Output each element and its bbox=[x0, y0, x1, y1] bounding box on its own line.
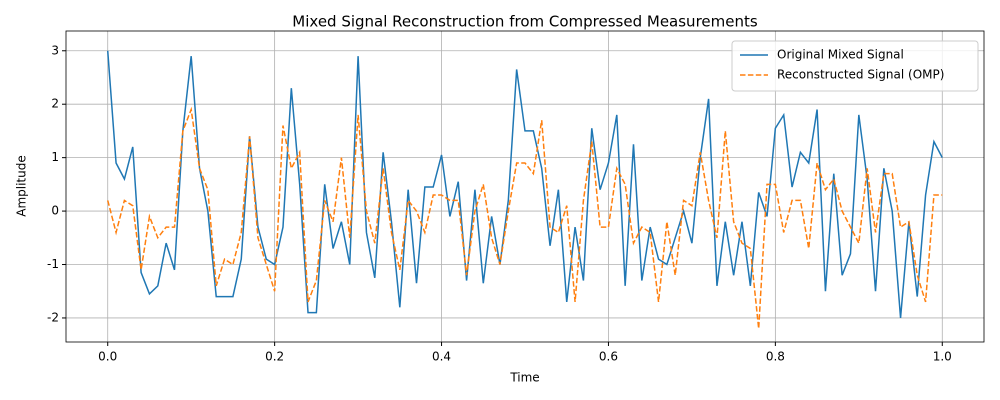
y-tick-label: 3 bbox=[51, 43, 59, 57]
y-tick-label: -2 bbox=[47, 310, 59, 324]
series-line bbox=[106, 50, 943, 319]
x-axis-label: Time bbox=[509, 371, 539, 385]
x-tick-label: 0.4 bbox=[432, 350, 451, 364]
y-tick-label: 2 bbox=[51, 97, 59, 111]
axes-frame bbox=[65, 30, 985, 343]
x-tick-label: 0.8 bbox=[766, 350, 785, 364]
x-tick-label: 0.0 bbox=[98, 350, 117, 364]
y-tick-label: -1 bbox=[47, 257, 59, 271]
legend-label: Reconstructed Signal (OMP) bbox=[777, 68, 944, 82]
y-axis-label: Amplitude bbox=[15, 155, 29, 217]
x-tick-label: 0.2 bbox=[265, 350, 284, 364]
y-tick-label: 1 bbox=[51, 150, 59, 164]
x-tick-label: 1.0 bbox=[933, 350, 952, 364]
x-tick-label: 0.6 bbox=[599, 350, 618, 364]
legend-box bbox=[731, 40, 979, 92]
y-tick-label: 0 bbox=[51, 204, 59, 218]
chart-title: Mixed Signal Reconstruction from Compres… bbox=[292, 13, 758, 31]
series-line bbox=[107, 106, 943, 329]
legend-label: Original Mixed Signal bbox=[777, 48, 904, 62]
